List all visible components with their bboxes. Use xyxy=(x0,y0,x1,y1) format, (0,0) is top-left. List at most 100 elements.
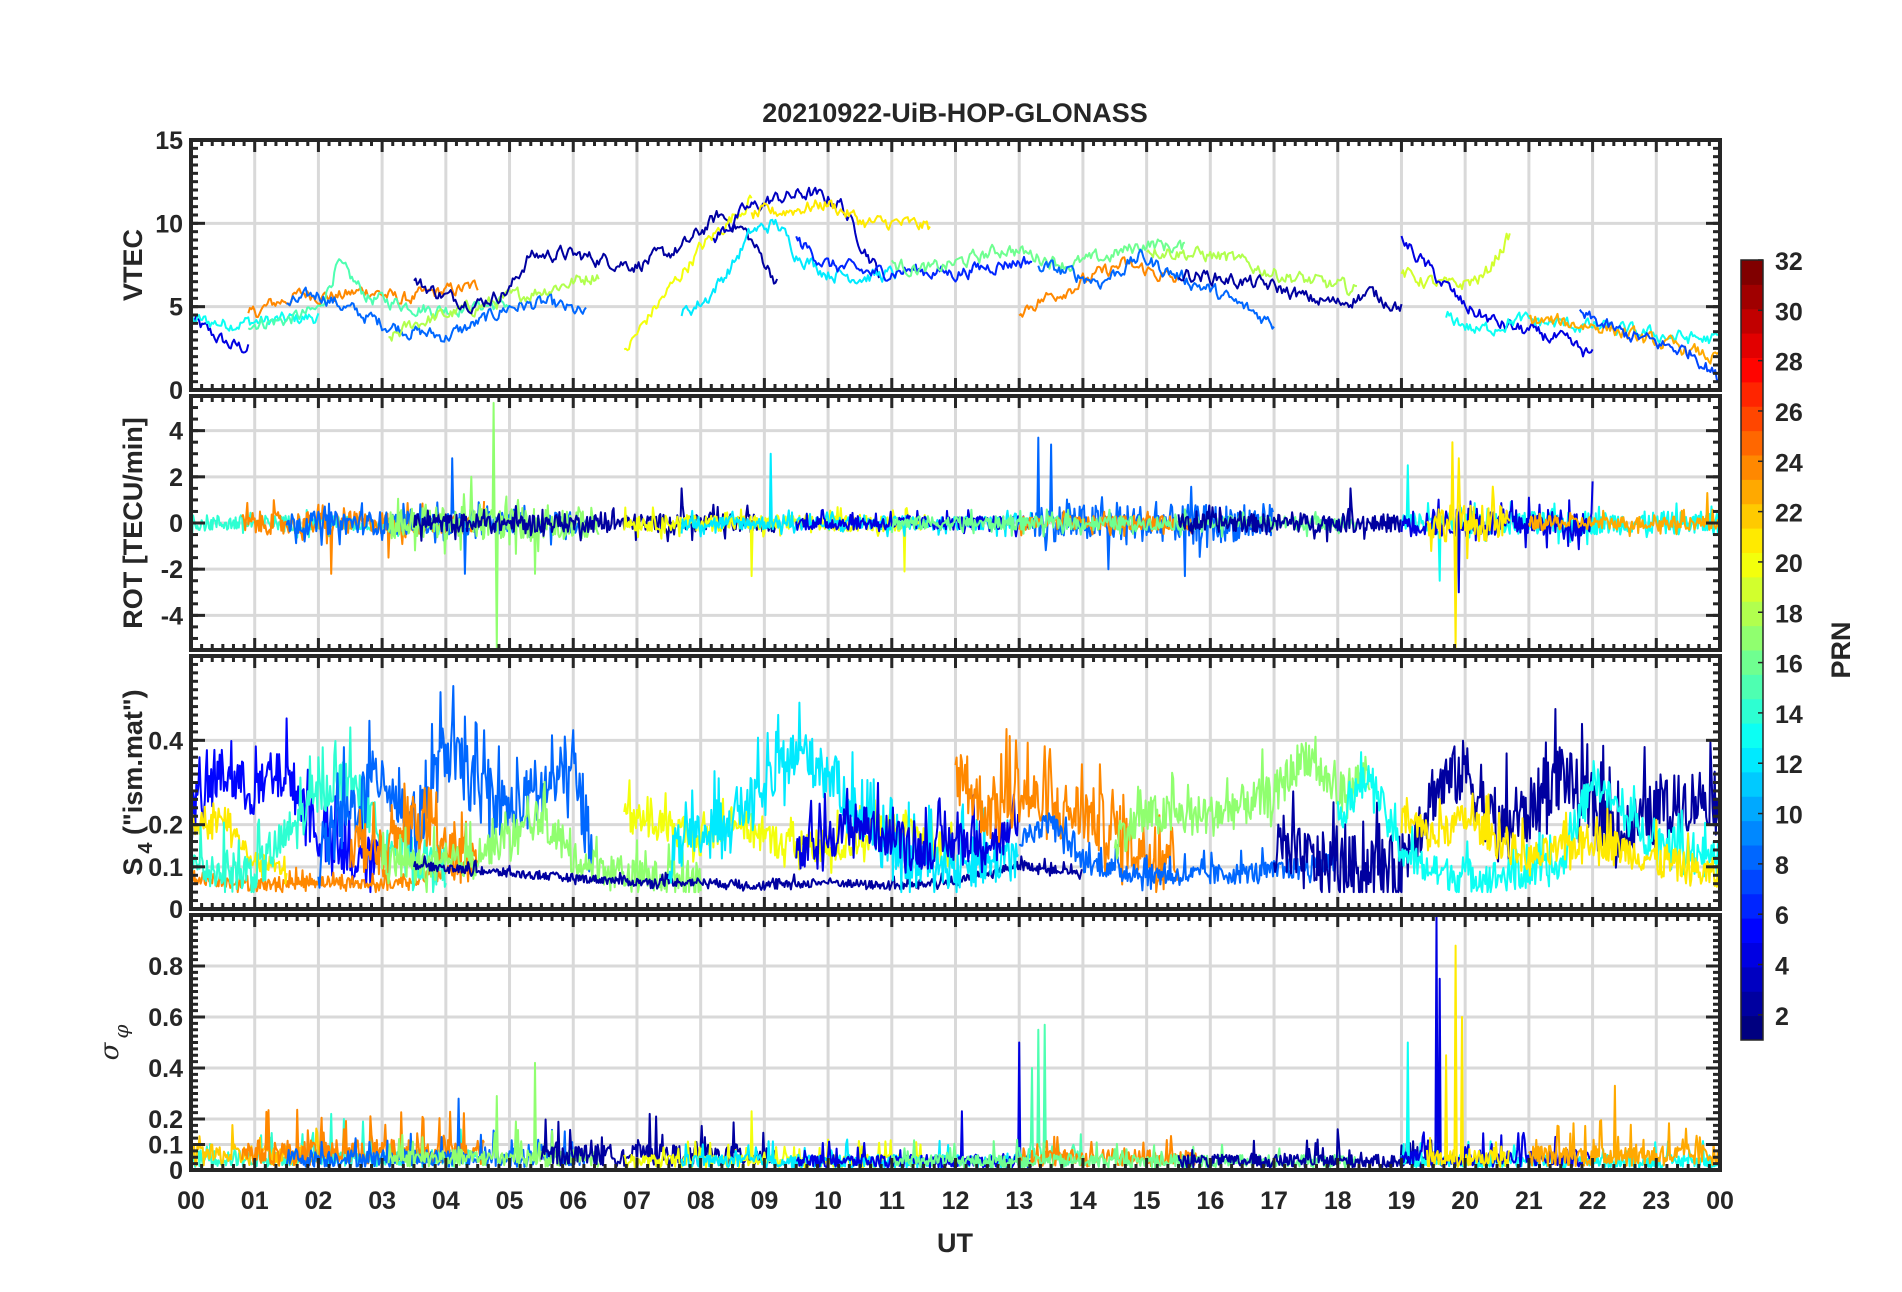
series-line-prn-8 xyxy=(1018,812,1338,892)
series-line-prn-18 xyxy=(388,274,600,342)
colorbar-segment xyxy=(1741,650,1763,675)
y-tick-label: 0 xyxy=(169,377,183,405)
x-tick-label: 10 xyxy=(814,1187,842,1215)
y-label-main: σ xyxy=(95,1041,125,1060)
series-line-prn-13 xyxy=(191,311,320,332)
colorbar-tick-label: 32 xyxy=(1775,248,1803,276)
colorbar-segment xyxy=(1741,601,1763,627)
colorbar-segment xyxy=(1741,674,1763,700)
colorbar-tick-label: 12 xyxy=(1775,751,1803,779)
colorbar-segment xyxy=(1741,552,1763,578)
series-line-prn-21 xyxy=(1400,792,1720,889)
colorbar-tick-label: 30 xyxy=(1775,298,1803,326)
colorbar-segment xyxy=(1741,576,1763,602)
axes-frame xyxy=(189,138,1722,392)
series-group xyxy=(191,401,1720,649)
x-tick-labels: 00 01 02 03 04 05 06 07 08 09 10 11 12 13 14 15 16 17 18 19… xyxy=(177,1187,1734,1215)
y-tick-label: 0.4 xyxy=(148,727,183,755)
axes-frame xyxy=(189,394,1722,652)
colorbar-segment xyxy=(1741,918,1763,943)
colorbar-tick-label: 28 xyxy=(1775,349,1803,377)
series-line-prn-2 xyxy=(1177,487,1402,543)
x-tick-label: 00 xyxy=(177,1187,205,1215)
series-line-prn-19 xyxy=(1400,232,1511,291)
x-tick-label: 16 xyxy=(1196,1187,1224,1215)
series-line-prn-3 xyxy=(712,186,881,279)
series-line-prn-21 xyxy=(1426,441,1511,649)
x-axis-label: UT xyxy=(937,1228,973,1258)
series-line-prn-4 xyxy=(795,781,1020,874)
series-line-prn-17 xyxy=(1113,735,1371,860)
y-axis-label: S 4 ("ism.mat") xyxy=(118,689,157,875)
axes-frame xyxy=(189,913,1722,1172)
y-tick-label: -4 xyxy=(161,602,183,630)
colorbar-segment xyxy=(1741,503,1763,529)
x-tick-label: 18 xyxy=(1324,1187,1352,1215)
series-line-prn-21 xyxy=(750,199,931,231)
colorbar-tick-label: 14 xyxy=(1775,701,1803,729)
series-line-prn-24 xyxy=(1018,1135,1198,1168)
series-group xyxy=(191,685,1720,894)
colorbar-segment xyxy=(1741,796,1763,822)
y-tick-label: 15 xyxy=(155,127,183,155)
x-tick-label: 20 xyxy=(1451,1187,1479,1215)
axes-frame xyxy=(189,654,1722,911)
y-label-main: S xyxy=(118,858,148,876)
series-line-prn-2 xyxy=(1177,268,1403,312)
y-tick-label: -2 xyxy=(161,556,183,584)
y-tick-label: 4 xyxy=(169,418,183,446)
colorbar-segment xyxy=(1741,406,1763,432)
colorbar-segment xyxy=(1741,723,1763,748)
colorbar-segment xyxy=(1741,455,1763,480)
colorbar-segment xyxy=(1741,1015,1763,1041)
colorbar-tick-label: 18 xyxy=(1775,600,1803,628)
x-tick-label: 00 xyxy=(1706,1187,1734,1215)
y-tick-label: 0 xyxy=(169,1157,183,1185)
colorbar-segment xyxy=(1741,381,1763,407)
series-line-prn-2 xyxy=(413,210,779,315)
x-tick-label: 09 xyxy=(750,1187,778,1215)
y-tick-label: 0.6 xyxy=(148,1004,183,1032)
colorbar-segment xyxy=(1741,625,1763,651)
series-line-prn-20 xyxy=(623,194,753,352)
colorbar-tick-label: 10 xyxy=(1775,802,1803,830)
colorbar-segment xyxy=(1741,966,1763,992)
series-line-prn-16 xyxy=(890,238,1186,278)
series-line-prn-4 xyxy=(191,316,250,354)
x-tick-label: 12 xyxy=(942,1187,970,1215)
x-tick-label: 08 xyxy=(687,1187,715,1215)
y-tick-label: 5 xyxy=(169,294,183,322)
colorbar-tick-label: 20 xyxy=(1775,550,1803,578)
colorbar-tick-label: 16 xyxy=(1775,651,1803,679)
x-tick-label: 01 xyxy=(241,1187,269,1215)
colorbar-segment xyxy=(1741,942,1763,968)
series-line-prn-17 xyxy=(387,401,600,649)
series-line-prn-4 xyxy=(1400,235,1594,358)
x-tick-label: 11 xyxy=(879,1187,906,1215)
colorbar-segment xyxy=(1741,357,1763,383)
colorbar-tick-label: 8 xyxy=(1775,852,1789,880)
panel-sigma_phi: 00.10.2 0.4 0.6 0.8 σφ xyxy=(95,913,1722,1185)
series-line-prn-18 xyxy=(1145,245,1358,297)
colorbar-tick-label: 22 xyxy=(1775,500,1803,528)
x-tick-label: 22 xyxy=(1579,1187,1607,1215)
colorbar-tick-label: 4 xyxy=(1775,953,1789,981)
series-line-prn-16 xyxy=(890,1138,1357,1169)
x-tick-label: 21 xyxy=(1515,1187,1543,1215)
panel-rot: -4 -2 0 2 4 ROT [TECU/min] xyxy=(118,394,1722,652)
y-tick-label: 0.4 xyxy=(148,1055,183,1083)
series-line-prn-23 xyxy=(1528,1084,1720,1168)
colorbar-segment xyxy=(1741,893,1763,919)
colorbar-frame xyxy=(1740,259,1764,1041)
y-label-rest: ("ism.mat") xyxy=(118,689,148,842)
series-line-prn-12 xyxy=(667,701,1020,894)
series-line-prn-13 xyxy=(1445,310,1720,345)
series-line-prn-12 xyxy=(680,218,900,317)
colorbar-segment xyxy=(1741,430,1763,456)
series-line-prn-24 xyxy=(349,782,479,884)
y-tick-label: 0 xyxy=(169,510,183,538)
series-line-prn-4 xyxy=(796,1041,1032,1169)
